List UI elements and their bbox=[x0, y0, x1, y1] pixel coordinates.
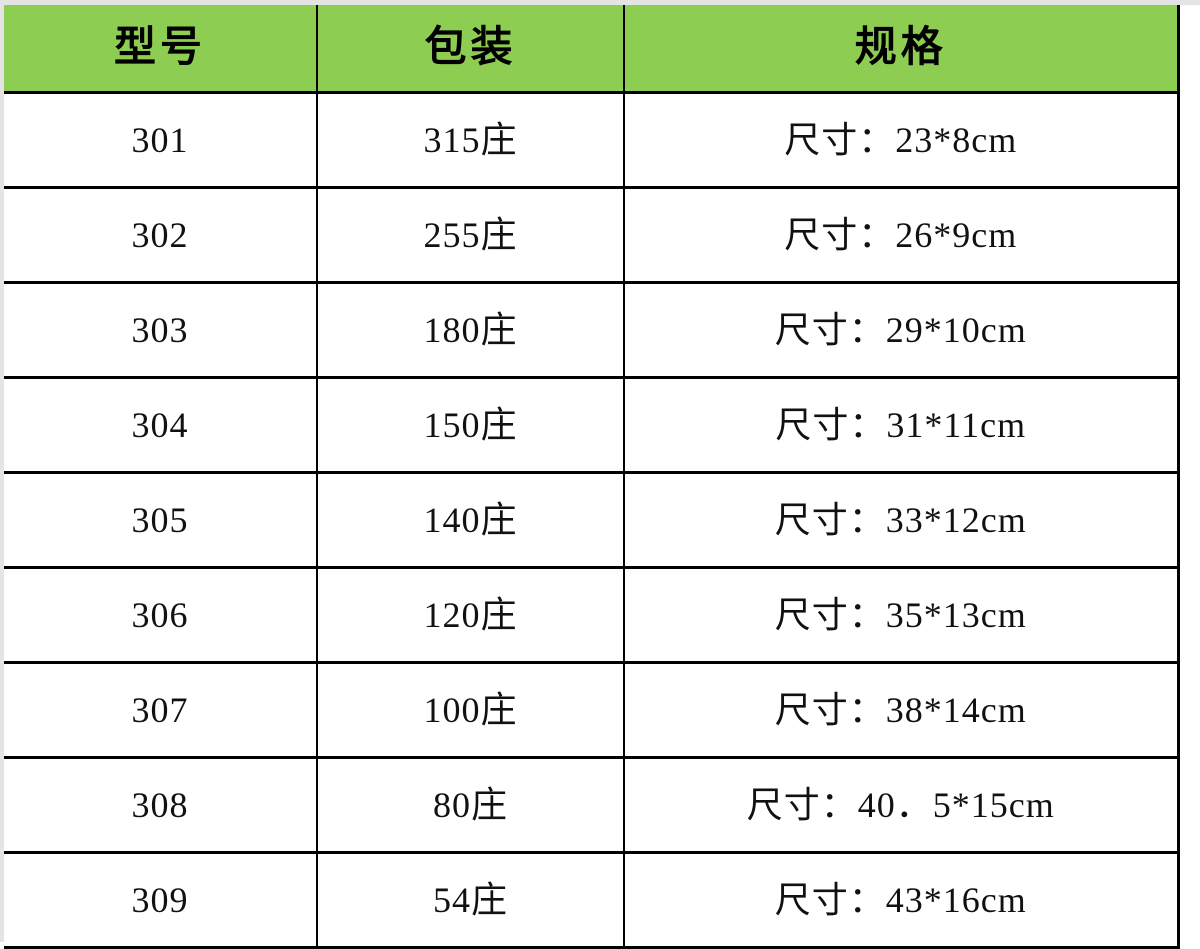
table-row: 302 255庄 尺寸：26*9cm bbox=[4, 187, 1178, 284]
cell-model: 309 bbox=[4, 852, 318, 947]
table-header: 型号 包装 规格 bbox=[4, 5, 1178, 94]
cell-specification: 尺寸：31*11cm bbox=[624, 377, 1178, 474]
cell-specification: 尺寸：38*14cm bbox=[624, 662, 1178, 759]
cell-packing: 315庄 bbox=[317, 92, 625, 189]
cell-model: 307 bbox=[4, 662, 318, 759]
table-row: 301 315庄 尺寸：23*8cm bbox=[4, 92, 1178, 189]
table-row: 304 150庄 尺寸：31*11cm bbox=[4, 377, 1178, 474]
cell-specification: 尺寸：33*12cm bbox=[624, 472, 1178, 569]
table-row: 305 140庄 尺寸：33*12cm bbox=[4, 472, 1178, 569]
table-row: 308 80庄 尺寸：40．5*15cm bbox=[4, 757, 1178, 854]
cell-specification: 尺寸：23*8cm bbox=[624, 92, 1178, 189]
cell-model: 304 bbox=[4, 377, 318, 474]
cell-packing: 150庄 bbox=[317, 377, 625, 474]
column-header-specification: 规格 bbox=[624, 5, 1178, 94]
cell-packing: 255庄 bbox=[317, 187, 625, 284]
table-body: 301 315庄 尺寸：23*8cm 302 255庄 尺寸：26*9cm 30… bbox=[4, 92, 1178, 947]
cell-packing: 100庄 bbox=[317, 662, 625, 759]
cell-packing: 54庄 bbox=[317, 852, 625, 947]
cell-packing: 180庄 bbox=[317, 282, 625, 379]
cell-specification: 尺寸：35*13cm bbox=[624, 567, 1178, 664]
table-row: 307 100庄 尺寸：38*14cm bbox=[4, 662, 1178, 759]
cell-packing: 120庄 bbox=[317, 567, 625, 664]
table-row: 306 120庄 尺寸：35*13cm bbox=[4, 567, 1178, 664]
cell-model: 306 bbox=[4, 567, 318, 664]
cell-specification: 尺寸：43*16cm bbox=[624, 852, 1178, 947]
header-row: 型号 包装 规格 bbox=[4, 5, 1178, 94]
product-spec-table: 型号 包装 规格 301 315庄 尺寸：23*8cm 302 255庄 尺寸：… bbox=[4, 5, 1180, 949]
cell-packing: 80庄 bbox=[317, 757, 625, 854]
cell-specification: 尺寸：40．5*15cm bbox=[624, 757, 1178, 854]
cell-model: 308 bbox=[4, 757, 318, 854]
table-row: 303 180庄 尺寸：29*10cm bbox=[4, 282, 1178, 379]
cell-packing: 140庄 bbox=[317, 472, 625, 569]
cell-model: 301 bbox=[4, 92, 318, 189]
cell-specification: 尺寸：26*9cm bbox=[624, 187, 1178, 284]
column-header-packing: 包装 bbox=[317, 5, 625, 94]
table-row: 309 54庄 尺寸：43*16cm bbox=[4, 852, 1178, 947]
cell-model: 305 bbox=[4, 472, 318, 569]
cell-model: 303 bbox=[4, 282, 318, 379]
cell-specification: 尺寸：29*10cm bbox=[624, 282, 1178, 379]
column-header-model: 型号 bbox=[4, 5, 318, 94]
cell-model: 302 bbox=[4, 187, 318, 284]
